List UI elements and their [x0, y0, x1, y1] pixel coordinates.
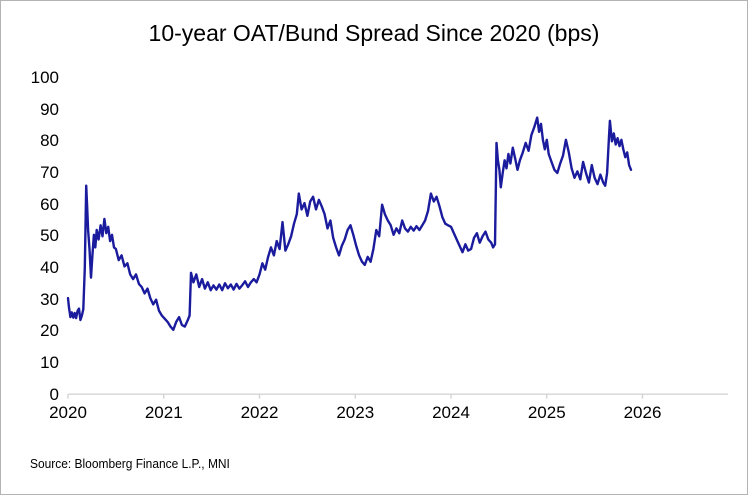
- chart-title: 10-year OAT/Bund Spread Since 2020 (bps): [148, 20, 600, 46]
- y-axis-tick-label: 80: [40, 131, 59, 151]
- y-axis-tick-label: 90: [40, 99, 59, 119]
- y-axis-tick-label: 100: [30, 68, 59, 87]
- x-axis-tick-label: 2025: [527, 403, 566, 422]
- source-note: Source: Bloomberg Finance L.P., MNI: [30, 456, 230, 471]
- y-axis-tick-label: 70: [40, 163, 59, 182]
- x-axis-tick-label: 2023: [336, 403, 375, 422]
- x-axis-tick-label: 2026: [623, 403, 662, 422]
- spread-line: [66, 116, 633, 331]
- y-axis-tick-label: 60: [40, 194, 59, 214]
- y-axis-tick-label: 0: [49, 384, 59, 404]
- y-axis-tick-label: 20: [40, 321, 59, 341]
- x-axis-tick-label: 2021: [144, 403, 183, 422]
- y-axis-tick-label: 40: [40, 258, 59, 278]
- x-axis-tick-label: 2024: [432, 403, 470, 422]
- x-axis-tick-label: 2020: [49, 403, 87, 422]
- x-axis-tick-label: 2022: [240, 403, 279, 422]
- y-axis-tick-label: 30: [40, 289, 59, 309]
- y-axis-tick-label: 10: [40, 353, 59, 373]
- y-axis-tick-label: 50: [40, 226, 59, 246]
